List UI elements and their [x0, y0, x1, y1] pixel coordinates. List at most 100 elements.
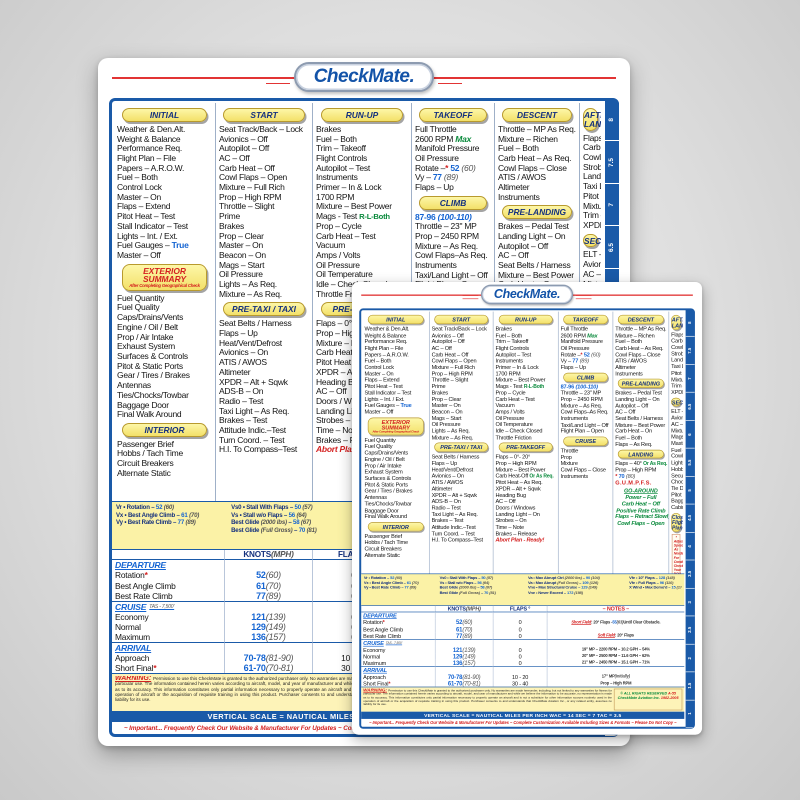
styled-text: 109: [582, 580, 589, 586]
table-row-label: Maximum: [115, 631, 150, 642]
styled-text: (139): [462, 646, 476, 653]
checklist-item: Mixture – As Req.: [415, 240, 478, 251]
checklist-column-1: INITIAL Weather & Den.Alt. Weight & Balanc…: [114, 103, 215, 501]
table-group-sub: TAS - 7,500': [385, 641, 403, 645]
styled-text: (67): [485, 585, 493, 591]
checklist-item: Throttle – 23" MP: [415, 221, 477, 232]
ruler-label: 1: [687, 712, 693, 716]
styled-text: (89): [443, 172, 459, 183]
ruler-segment: 7.5: [604, 141, 619, 184]
ruler-label: 5.5: [687, 459, 693, 466]
checklist-item: Instruments: [498, 191, 540, 202]
styled-text: 96: [659, 580, 664, 586]
table-cell-knots: 61-70 (70-81): [224, 662, 312, 674]
checklist-item: AC – Off: [615, 408, 636, 416]
ruler-label: 3: [687, 600, 693, 604]
checklist-item: 1700 RPM: [316, 191, 355, 202]
styled-text: 77: [432, 172, 442, 183]
styled-text: (2000 lbs): [564, 575, 582, 581]
styled-text: 61: [256, 580, 266, 591]
checklist-item: 87-96 (100-110): [415, 212, 491, 223]
checklist-item: Mixture – As Req.: [583, 200, 601, 211]
table-cell: [434, 639, 493, 647]
checklist-item: Oil Pressure: [219, 269, 263, 280]
styled-text: 56: [477, 580, 482, 586]
checklist-item: Throttle – MP As Req.: [615, 325, 667, 332]
checklist-item: Mixture – Best Power: [495, 376, 546, 383]
checklist-item: ADS-B – On: [431, 497, 461, 505]
checklist-item: Flaps – Up: [671, 331, 683, 338]
table-cell-knots: 129 (149): [434, 652, 493, 660]
styled-text: (60): [591, 350, 601, 358]
checklist-item: Mixture: [560, 459, 578, 467]
styled-text: (64): [296, 511, 307, 519]
checklist-item: Cowl Flaps – Open: [615, 520, 666, 526]
checklist-item: Mixture – Best Power: [615, 421, 666, 428]
styled-text: 52: [390, 575, 395, 581]
table-cell-knots: 121 (139): [434, 646, 493, 653]
styled-text: (Full Gross): [260, 526, 293, 534]
table-cell-knots: 77 (89): [224, 590, 312, 601]
checklist-item: Avionics – On: [219, 347, 269, 358]
checklist-item: AC – Off: [316, 386, 347, 397]
red-dash-right: [575, 295, 592, 300]
styled-text: (81): [306, 526, 317, 534]
checklist-item: Cowl Flaps–As Req.: [415, 250, 488, 261]
styled-text: Power – Full: [625, 494, 657, 501]
ruler-segment: 7: [685, 365, 695, 393]
styled-text: 55: [612, 620, 617, 625]
styled-text: 56: [288, 511, 296, 519]
ruler-label: 6: [687, 433, 693, 436]
checklist-item: Check Your POH For Minor Variations Plus…: [674, 564, 683, 573]
styled-text: (67): [300, 519, 311, 527]
table-header-flaps: FLAPS °: [492, 605, 547, 612]
checklist-item: Instruments: [560, 414, 589, 422]
checklist-item: Cowl Flaps – Open: [583, 152, 601, 163]
checklist-item: Full Throttle: [415, 123, 457, 134]
warning-row: WARNING:Permission to use this CheckMate…: [361, 686, 685, 712]
checklist-item: Avionics – Off: [671, 414, 683, 421]
checklist-item: Hobbs / Tach Time: [671, 465, 683, 473]
checklist-item: Trim – Takeoff: [316, 143, 366, 154]
styled-text: (60): [265, 570, 281, 581]
rights-line: © ALL RIGHTS RESERVED A-55: [620, 691, 676, 696]
checklist-item: Vy – 77 (89): [415, 172, 459, 183]
checklist-item: Trim – Takeoff: [671, 382, 683, 389]
checklist-item: Fuel – Both: [316, 133, 357, 144]
checklist-item: Turn Coord. – Test: [431, 529, 475, 537]
checklist-item: Prop – 2450 RPM: [560, 395, 603, 403]
styled-text: Carb Heat – Off: [621, 500, 660, 507]
checklist-item: Circuit Breakers: [117, 458, 174, 469]
checklist-item: 87-96 (100-110): [561, 383, 611, 390]
checklist-item: Prime: [431, 382, 446, 390]
checklist-item: Prop – Clear: [219, 230, 264, 241]
styled-text: 136: [452, 659, 463, 667]
checklist-item: Rotate –* 52 (60): [415, 162, 476, 173]
table-cell-knots: 136 (157): [224, 631, 312, 642]
checklist-item: Mags – Off: [671, 433, 683, 441]
table-group-departure: DEPARTURE: [361, 611, 435, 619]
checklist-item: Brakes: [219, 220, 244, 231]
checklist-item: Mixture – Richen: [498, 133, 558, 144]
table-row-label: Normal: [115, 621, 141, 632]
styled-text: (89): [579, 357, 589, 364]
table-group-cruise: CRUISE TAS - 7,500': [361, 639, 435, 646]
checklist-item: Pitot Heat – Test: [117, 211, 175, 222]
styled-text: (64): [482, 580, 490, 586]
styled-text: (57): [486, 575, 494, 581]
styled-text: 52: [256, 570, 266, 581]
vspeed-line: Best Glide (2000 lbs) – 58 (67): [231, 519, 311, 527]
checklist-item: Antennas: [364, 493, 387, 501]
ruler-label: 7.5: [687, 347, 693, 354]
checklist-item: * 70 (80): [615, 473, 666, 479]
checklist-item: Performance Req.: [364, 338, 408, 345]
styled-text: A-55: [667, 691, 676, 696]
ruler-segment: 4.5: [685, 505, 695, 533]
table-cell-notes: Soft Field: 20° Flaps: [546, 632, 685, 640]
table-header-notes: – NOTES –: [546, 605, 685, 612]
checklist-item: Carb Heat – Off: [583, 142, 601, 153]
checklist-item: Heading Bug: [316, 376, 363, 387]
checklist-item: Prop – High RPM: [615, 466, 657, 473]
section-header-run-up: RUN-UP: [320, 108, 404, 122]
styled-text: (198): [574, 590, 583, 596]
